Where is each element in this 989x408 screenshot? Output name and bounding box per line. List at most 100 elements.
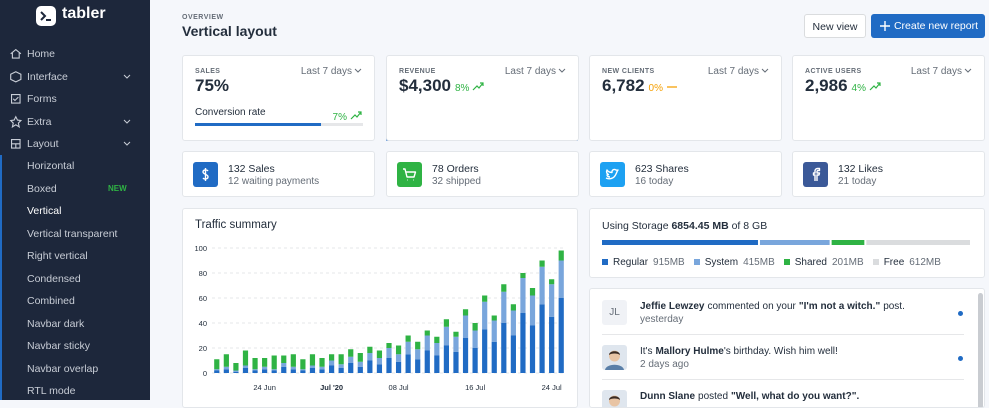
create-report-button[interactable]: Create new report: [871, 14, 985, 38]
activity-text: commented on your: [707, 301, 796, 312]
submenu-item[interactable]: Navbar dark: [0, 314, 150, 334]
nav-icon: [10, 48, 22, 59]
divider: [602, 379, 964, 380]
chevron: [123, 141, 131, 146]
mini-icon: [803, 162, 828, 187]
logo: [36, 6, 56, 26]
mini-title: 623 Shares: [635, 163, 689, 175]
period-label: Last 7 days: [300, 66, 352, 77]
scrollbar: [978, 293, 983, 407]
trend-path: [350, 111, 362, 120]
icon-path: [10, 48, 22, 59]
logo-icon: [40, 11, 51, 21]
submenu-item[interactable]: Condensed: [0, 269, 150, 289]
submenu-label: Vertical: [27, 205, 62, 217]
activity-text: It's Mallory Hulme's birthday. Wish him w…: [640, 346, 838, 357]
stat-row: 6,782 0%: [602, 76, 678, 96]
photo-hair: [609, 396, 620, 400]
mini-icon-glyph: [812, 167, 821, 181]
period-dropdown[interactable]: Last 7 days: [911, 66, 972, 77]
nav-label: Layout: [27, 138, 59, 150]
storage-used: 6854.45 MB: [671, 220, 729, 232]
legend-value: 915MB: [653, 257, 685, 268]
activity-user: Dunn Slane: [640, 391, 696, 402]
submenu-item[interactable]: Right vertical: [0, 246, 150, 266]
legend-swatch: [602, 259, 608, 265]
legend-item: System 415MB: [693, 257, 775, 268]
trend-value: 4%: [851, 83, 866, 94]
submenu-item[interactable]: Combined: [0, 291, 150, 311]
stat-change: 7%: [329, 107, 362, 125]
mini-sub: 16 today: [635, 176, 674, 187]
plus-icon: [880, 21, 890, 31]
nav-label: Home: [27, 48, 56, 60]
submenu-item[interactable]: Vertical: [0, 201, 150, 221]
submenu-item[interactable]: RTL mode: [0, 381, 150, 401]
legend-swatch: [783, 259, 790, 265]
submenu-item[interactable]: Horizontal: [0, 156, 150, 176]
mini-card: 78 Orders 32 shipped: [386, 151, 579, 197]
divider: [602, 334, 964, 335]
new-view-button[interactable]: New view: [804, 14, 866, 38]
activity-end: post.: [883, 301, 905, 312]
icon-path: [9, 114, 23, 128]
photo-hair: [609, 351, 620, 355]
badge: NEW: [108, 183, 127, 193]
nav-item[interactable]: Extra: [0, 112, 150, 132]
submenu-label: Combined: [27, 295, 75, 307]
legend-name: Shared: [794, 257, 827, 268]
button-label: Create new report: [893, 20, 979, 32]
mini-icon-glyph: [605, 168, 619, 180]
nav-item[interactable]: Layout: [0, 134, 150, 154]
caret-path: [964, 69, 972, 74]
nav-item[interactable]: Forms: [0, 89, 150, 109]
submenu-label: Vertical transparent: [27, 227, 118, 240]
submenu-item[interactable]: Vertical transparent: [0, 224, 150, 244]
brand[interactable]: tabler: [62, 5, 106, 22]
storage-text: Using Storage 6854.45 MB of 8 GB: [602, 220, 767, 232]
submenu-item[interactable]: Navbar overlap: [0, 359, 150, 379]
traffic-card: [182, 208, 578, 408]
stat-row: $4,300 8%: [399, 76, 485, 96]
submenu-item[interactable]: Navbar sticky: [0, 336, 150, 356]
submenu-label: Navbar dark: [27, 317, 85, 330]
activity-text: Dunn Slane posted "Well, what do you want?…: [640, 391, 859, 402]
submenu-item[interactable]: Boxed NEW: [0, 179, 150, 199]
mini-title: 132 Likes: [838, 163, 883, 175]
stat-label: REVENUE: [399, 68, 436, 75]
submenu-label: RTL mode: [27, 385, 76, 397]
avatar: [602, 345, 627, 370]
activity-target: "I'm not a witch.": [798, 301, 881, 312]
trend: 0%: [649, 83, 678, 94]
caret: [761, 69, 769, 74]
avatar: JL: [602, 300, 627, 325]
trend: 8%: [455, 82, 485, 94]
chevron: [123, 74, 131, 79]
period-label: Last 7 days: [504, 66, 556, 77]
period-dropdown[interactable]: Last 7 days: [708, 66, 769, 77]
period-dropdown[interactable]: Last 7 days: [505, 66, 566, 77]
avatar: [602, 390, 627, 407]
legend-item: Free 612MB: [872, 257, 941, 268]
trend-path: [869, 82, 881, 91]
mini-card: 623 Shares 16 today: [589, 151, 782, 197]
nav-item[interactable]: Home: [0, 44, 150, 64]
legend-name: System: [704, 257, 739, 268]
trend-icon: [667, 86, 677, 88]
stat-value: 75%: [195, 76, 230, 95]
mini-icon-glyph: [403, 168, 417, 181]
stat-row: 2,986 4%: [805, 76, 881, 96]
submenu-label: Boxed: [27, 182, 57, 195]
nav-icon: [10, 138, 21, 149]
page-title: Vertical layout: [182, 23, 277, 39]
stat-label: ACTIVE USERS: [805, 68, 862, 75]
nav-item[interactable]: Interface: [0, 67, 150, 87]
stat-card: REVENUE Last 7 days $4,300 8%: [386, 55, 579, 141]
active-indicator: [0, 155, 2, 400]
mini-icon: [193, 162, 218, 187]
period-dropdown[interactable]: Last 7 days: [301, 66, 362, 77]
mini-icon: [600, 162, 625, 187]
activity-text: 's birthday. Wish him well!: [723, 346, 838, 357]
legend-value: 415MB: [743, 257, 775, 268]
chevron-path: [123, 141, 131, 146]
